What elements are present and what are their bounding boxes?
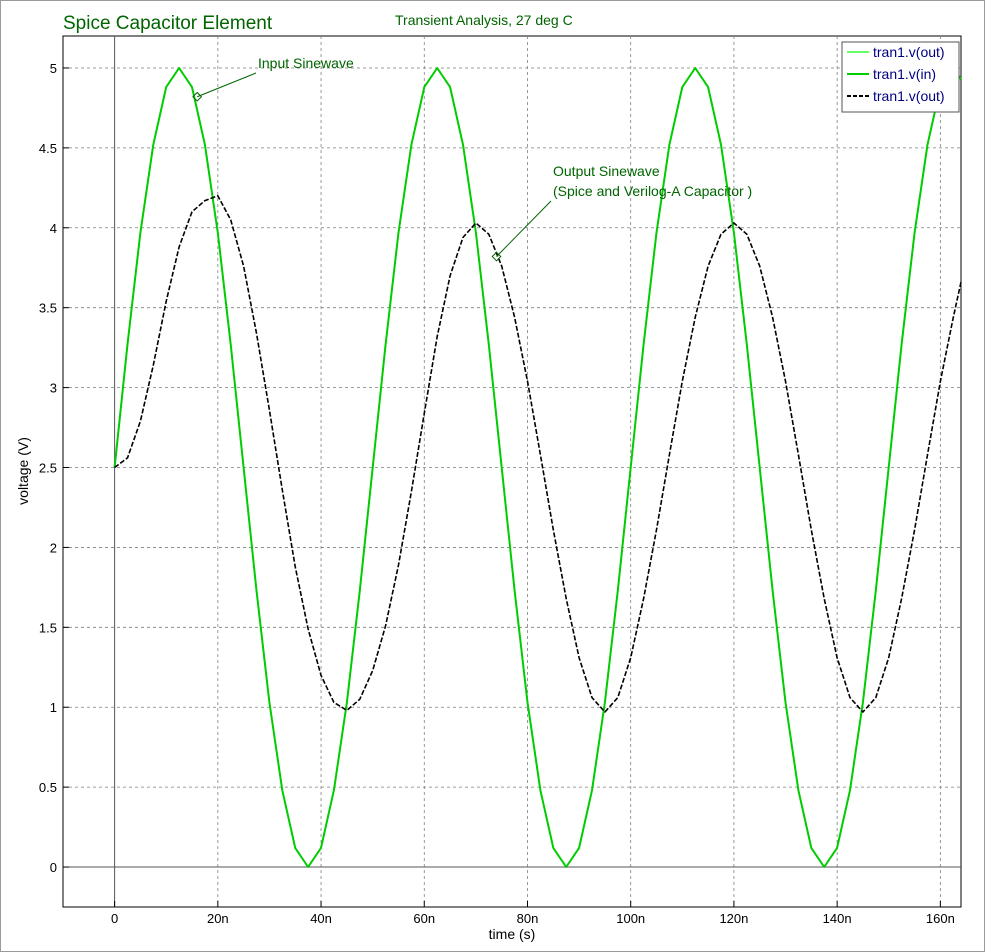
annotation-layer: Input Sinewave Output Sinewave (Spice and … [192, 55, 752, 262]
y-tick-label: 2.5 [39, 461, 57, 476]
y-tick-label: 1.5 [39, 620, 57, 635]
x-axis-ticks: 0 20n 40n 60n 80n 100n 120n 140n 160n [111, 901, 955, 926]
y-tick-label: 4.5 [39, 141, 57, 156]
chart-title: Spice Capacitor Element [63, 13, 273, 34]
x-tick-label: 80n [517, 911, 539, 926]
legend-label: tran1.v(in) [873, 66, 936, 82]
x-tick-label: 140n [823, 911, 852, 926]
x-tick-label: 120n [719, 911, 748, 926]
x-tick-label: 20n [207, 911, 229, 926]
series-layer [113, 67, 962, 868]
annotation-text: (Spice and Verilog-A Capacitor ) [553, 183, 752, 199]
annotation-leader [196, 72, 257, 98]
annotation-text: Output Sinewave [553, 163, 660, 179]
y-axis-label: voltage (V) [15, 437, 31, 505]
x-tick-label: 160n [926, 911, 955, 926]
legend: tran1.v(out) tran1.v(in) tran1.v(out) [841, 41, 960, 113]
y-tick-label: 0 [50, 860, 57, 875]
y-tick-label: 3 [50, 381, 57, 396]
x-tick-label: 60n [413, 911, 435, 926]
plot-area [62, 35, 962, 908]
chart-subtitle: Transient Analysis, 27 deg C [395, 12, 573, 28]
y-tick-label: 3.5 [39, 301, 57, 316]
annotation-marker [192, 91, 203, 102]
annotation-marker [491, 251, 502, 262]
y-tick-label: 2 [50, 540, 57, 555]
legend-label: tran1.v(out) [873, 88, 945, 104]
series-line-tran1-v-in- [113, 67, 962, 868]
y-axis-ticks: 0 0.5 1 1.5 2 2.5 3 3.5 4 4.5 5 [39, 61, 69, 875]
y-tick-label: 4 [50, 221, 57, 236]
x-tick-label: 40n [310, 911, 332, 926]
legend-label: tran1.v(out) [873, 44, 945, 60]
y-tick-label: 1 [50, 700, 57, 715]
zero-lines [63, 36, 961, 907]
y-tick-label: 0.5 [39, 780, 57, 795]
x-axis-label: time (s) [489, 926, 536, 942]
grid [63, 36, 961, 907]
annotation-leader [496, 200, 552, 257]
series-line-tran1-v-out- [114, 195, 962, 713]
legend-frame [841, 41, 960, 113]
annotation-text: Input Sinewave [258, 55, 354, 71]
x-tick-label: 100n [616, 911, 645, 926]
y-tick-label: 5 [50, 61, 57, 76]
x-tick-label: 0 [111, 911, 118, 926]
